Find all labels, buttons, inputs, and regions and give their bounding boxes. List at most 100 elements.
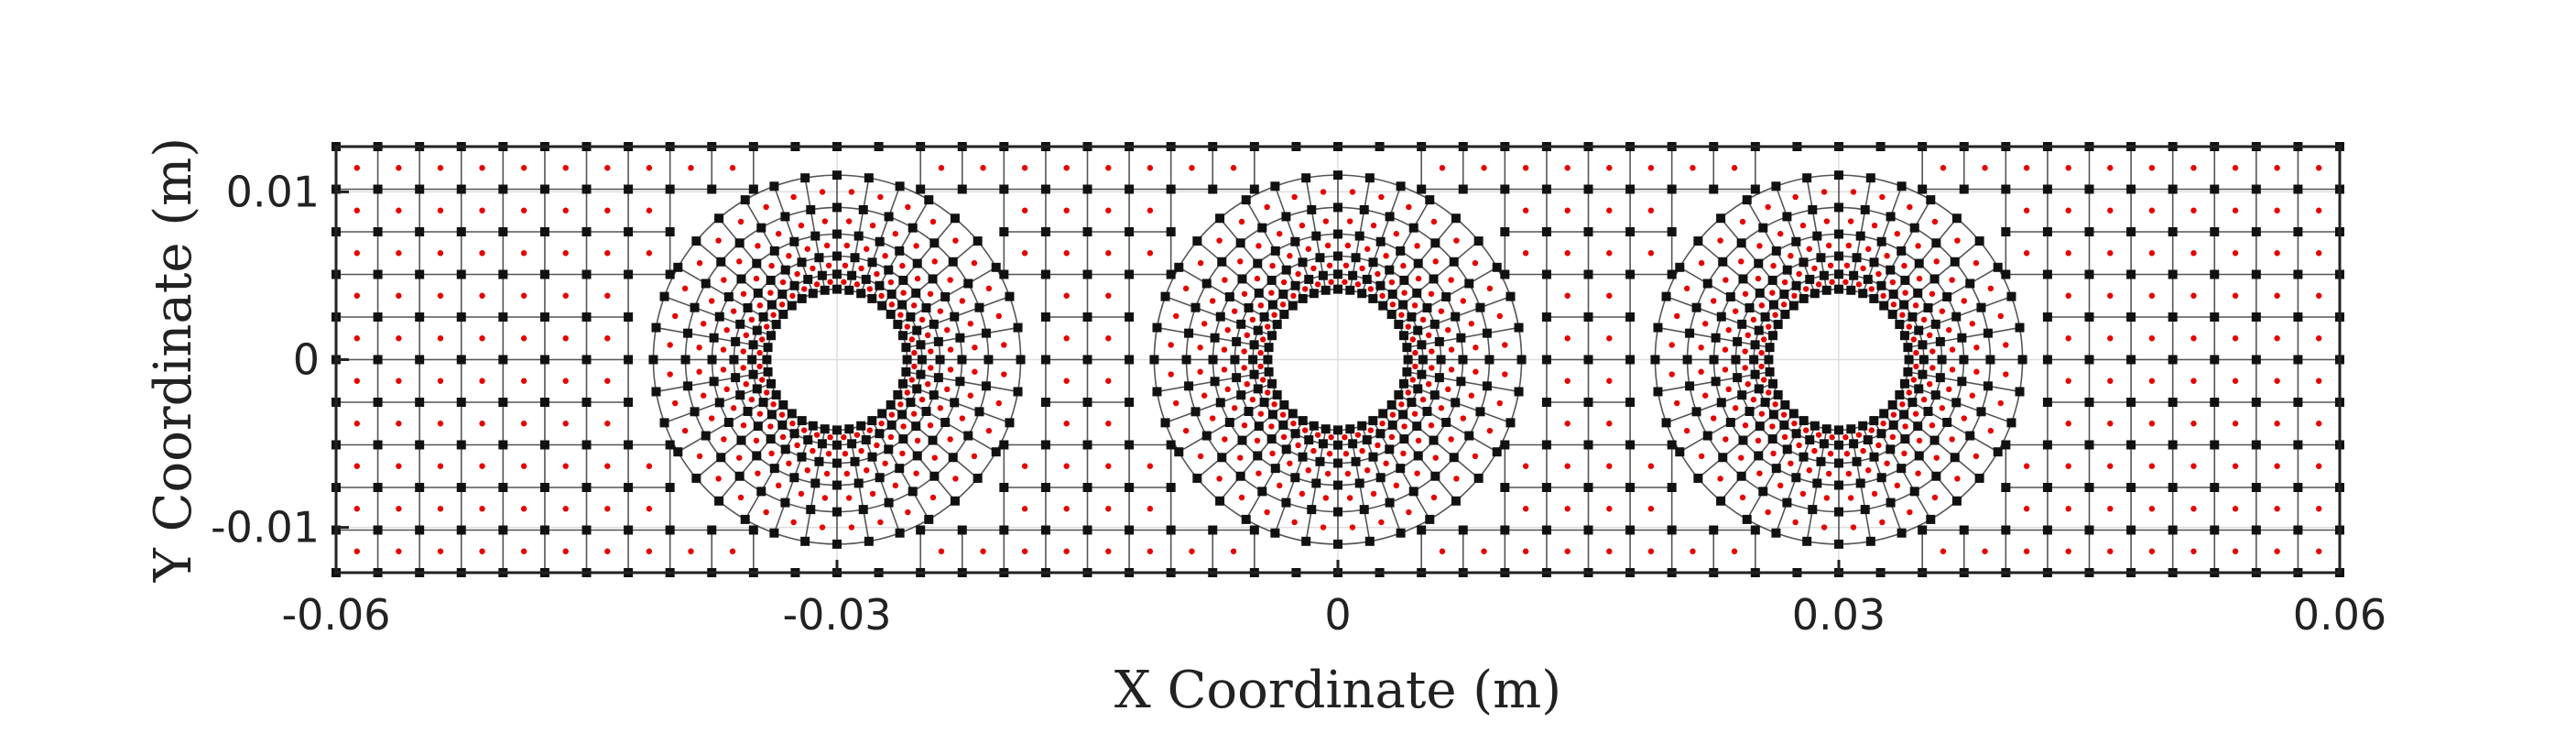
mesh-node-point xyxy=(1398,300,1408,310)
element-center-point xyxy=(1781,279,1788,286)
element-center-point xyxy=(1606,463,1613,469)
mesh-node-point xyxy=(875,280,885,290)
element-center-point xyxy=(823,470,831,477)
element-center-point xyxy=(798,490,805,498)
element-center-point xyxy=(479,548,485,554)
element-center-point xyxy=(874,442,880,449)
element-center-point xyxy=(1280,433,1288,441)
element-center-point xyxy=(2274,292,2280,299)
element-center-point xyxy=(1710,415,1717,421)
element-center-point xyxy=(1257,410,1265,417)
element-center-point xyxy=(877,193,884,201)
mesh-node-point xyxy=(1232,373,1242,383)
mesh-node-point xyxy=(2084,269,2094,279)
mesh-node-point xyxy=(1834,507,1843,517)
element-center-point xyxy=(396,463,402,469)
mesh-node-point xyxy=(1125,184,1135,194)
element-center-point xyxy=(892,230,898,237)
element-center-point xyxy=(1997,312,2004,320)
mesh-node-point xyxy=(2042,184,2052,194)
element-center-point xyxy=(1393,482,1399,489)
element-center-point xyxy=(1279,301,1287,308)
mesh-node-point xyxy=(1816,253,1826,263)
mesh-node-point xyxy=(1375,429,1386,439)
element-center-point xyxy=(667,371,673,377)
element-center-point xyxy=(1375,270,1381,278)
mesh-node-point xyxy=(1290,236,1300,246)
mesh-node-point xyxy=(1249,525,1259,535)
element-center-point xyxy=(2232,207,2239,213)
element-center-point xyxy=(2274,548,2280,554)
element-center-point xyxy=(1701,392,1709,399)
element-center-point xyxy=(1910,336,1918,343)
element-center-point xyxy=(723,326,730,334)
mesh-node-point xyxy=(1725,291,1735,301)
mesh-node-point xyxy=(1345,424,1355,434)
element-center-point xyxy=(700,392,707,399)
element-center-point xyxy=(1173,399,1179,407)
mesh-node-point xyxy=(740,195,750,205)
mesh-node-point xyxy=(1852,253,1862,263)
mesh-node-point xyxy=(2015,323,2025,333)
element-center-point xyxy=(918,316,926,323)
mesh-node-point xyxy=(832,440,842,450)
mesh-node-point xyxy=(850,253,860,263)
mesh-node-point xyxy=(748,525,758,535)
element-center-point xyxy=(748,396,755,403)
mesh-node-point xyxy=(1125,398,1135,407)
mesh-node-point xyxy=(707,355,717,365)
mesh-node-point xyxy=(884,265,894,275)
mesh-node-point xyxy=(924,195,934,205)
element-center-point xyxy=(931,258,938,265)
element-center-point xyxy=(1683,427,1690,434)
element-center-point xyxy=(479,421,485,427)
mesh-node-point xyxy=(691,236,701,246)
mesh-node-point xyxy=(1625,483,1636,492)
element-center-point xyxy=(2107,335,2114,342)
element-center-point xyxy=(2190,292,2197,299)
mesh-node-point xyxy=(1215,312,1225,322)
element-center-point xyxy=(1792,519,1799,526)
mesh-node-point xyxy=(2168,227,2178,236)
element-center-point xyxy=(1472,259,1479,267)
element-center-point xyxy=(736,454,743,461)
mesh-node-point xyxy=(1333,229,1342,239)
mesh-node-point xyxy=(893,320,903,330)
mesh-node-point xyxy=(1013,323,1023,333)
element-center-point xyxy=(1755,437,1762,444)
element-center-point xyxy=(2065,463,2071,469)
mesh-node-point xyxy=(2126,227,2136,236)
element-center-point xyxy=(1732,308,1739,314)
mesh-node-point xyxy=(1333,269,1342,279)
mesh-node-point xyxy=(1429,319,1440,329)
element-center-point xyxy=(715,476,722,482)
element-center-point xyxy=(604,335,611,342)
element-center-point xyxy=(1280,279,1288,286)
mesh-node-point xyxy=(1899,378,1909,388)
element-center-point xyxy=(1769,423,1776,430)
element-center-point xyxy=(1929,422,1936,429)
element-center-point xyxy=(1324,470,1331,477)
element-center-point xyxy=(2065,207,2071,213)
mesh-node-point xyxy=(1201,431,1212,441)
mesh-node-point xyxy=(886,310,896,320)
mesh-node-point xyxy=(723,291,734,301)
element-center-point xyxy=(1742,348,1748,355)
mesh-node-point xyxy=(769,464,779,474)
element-center-point xyxy=(1301,427,1309,433)
mesh-node-point xyxy=(886,399,896,410)
mesh-node-point xyxy=(1279,399,1289,410)
mesh-node-point xyxy=(948,453,958,463)
mesh-node-point xyxy=(1309,289,1319,299)
mesh-node-point xyxy=(832,539,842,549)
element-center-point xyxy=(2316,548,2322,554)
mesh-node-point xyxy=(2126,269,2136,279)
mesh-node-point xyxy=(1879,301,1889,311)
element-center-point xyxy=(1290,420,1297,427)
mesh-node-point xyxy=(1412,288,1422,298)
mesh-node-point xyxy=(906,398,916,408)
mesh-node-point xyxy=(777,290,788,300)
mesh-node-point xyxy=(832,458,842,468)
mesh-node-point xyxy=(1040,227,1050,236)
mesh-node-point xyxy=(766,410,777,420)
